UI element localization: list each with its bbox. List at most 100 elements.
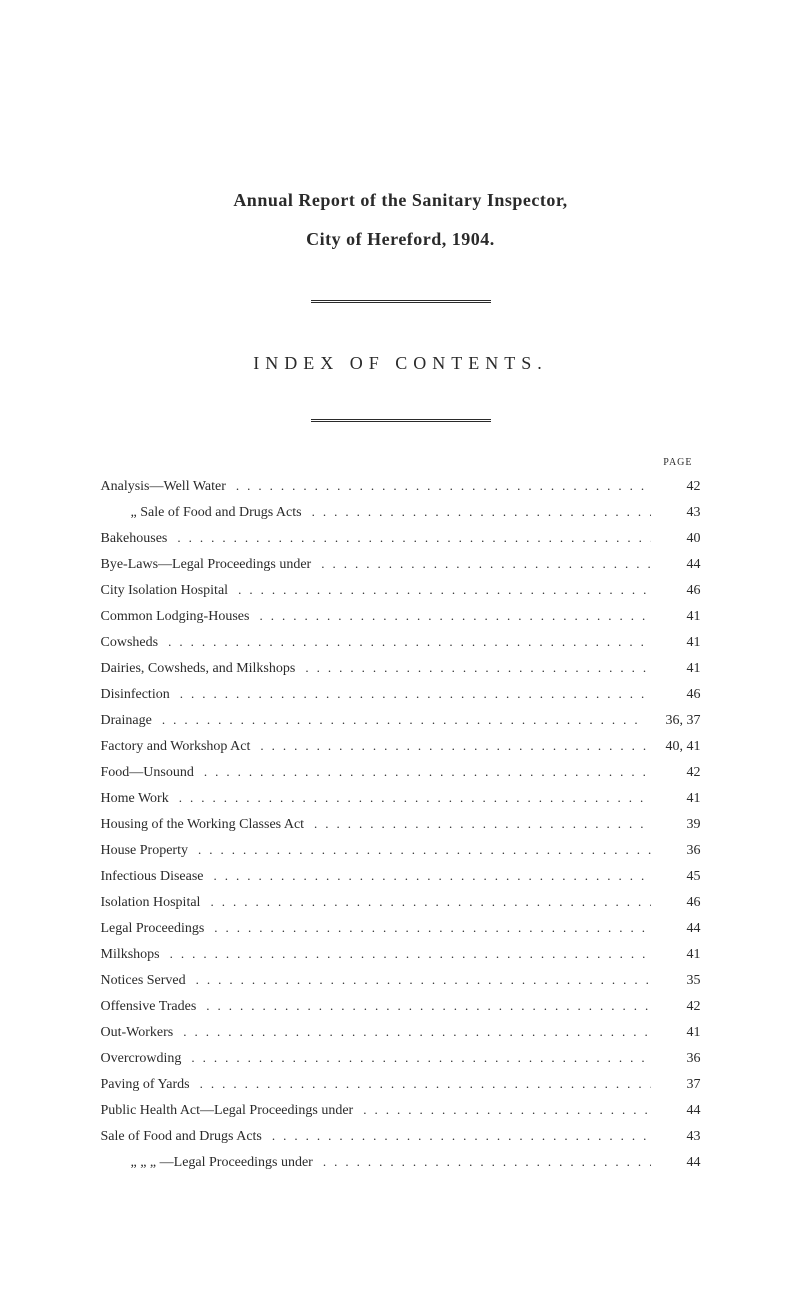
index-entry-label: Bakehouses xyxy=(101,528,168,549)
index-entry: Infectious Disease......................… xyxy=(101,866,701,887)
index-entry-label: Bye-Laws—Legal Proceedings under xyxy=(101,554,312,575)
index-entry-label: Legal Proceedings xyxy=(101,918,205,939)
index-entry-page: 36 xyxy=(651,840,701,861)
index-entry-label: City Isolation Hospital xyxy=(101,580,229,601)
index-entry-label: Paving of Yards xyxy=(101,1074,190,1095)
index-leader-dots: ........................................… xyxy=(170,684,651,704)
index-entry-page: 36, 37 xyxy=(651,710,701,731)
index-entry: Home Work...............................… xyxy=(101,788,701,809)
index-entry-page: 36 xyxy=(651,1048,701,1069)
index-leader-dots: ........................................… xyxy=(204,866,651,886)
index-leader-dots: ........................................… xyxy=(304,814,650,834)
index-entry-page: 43 xyxy=(651,1126,701,1147)
index-entry: City Isolation Hospital.................… xyxy=(101,580,701,601)
index-entry: Food—Unsound............................… xyxy=(101,762,701,783)
index-leader-dots: ........................................… xyxy=(313,1152,651,1172)
index-entry-page: 44 xyxy=(651,554,701,575)
index-separator xyxy=(311,419,491,422)
index-entry-page: 42 xyxy=(651,762,701,783)
index-entry: Public Health Act—Legal Proceedings unde… xyxy=(101,1100,701,1121)
index-leader-dots: ........................................… xyxy=(194,762,651,782)
index-leader-dots: ........................................… xyxy=(226,476,651,496)
index-entry-page: 42 xyxy=(651,996,701,1017)
index-entry: Factory and Workshop Act................… xyxy=(101,736,701,757)
index-entry: „ „ „ —Legal Proceedings under..........… xyxy=(101,1152,701,1173)
index-leader-dots: ........................................… xyxy=(196,996,650,1016)
index-entry-label: Common Lodging-Houses xyxy=(101,606,250,627)
index-leader-dots: ........................................… xyxy=(250,736,650,756)
index-entry-label: Notices Served xyxy=(101,970,186,991)
index-entry-label: Home Work xyxy=(101,788,169,809)
index-entry-label: Drainage xyxy=(101,710,152,731)
index-entry-label: Overcrowding xyxy=(101,1048,182,1069)
index-leader-dots: ........................................… xyxy=(169,788,651,808)
index-leader-dots: ........................................… xyxy=(249,606,650,626)
index-leader-dots: ........................................… xyxy=(173,1022,650,1042)
page-column-header: PAGE xyxy=(101,457,701,468)
index-entry-page: 39 xyxy=(651,814,701,835)
index-leader-dots: ........................................… xyxy=(158,632,650,652)
index-entry: Bye-Laws—Legal Proceedings under........… xyxy=(101,554,701,575)
index-entry-page: 41 xyxy=(651,1022,701,1043)
index-entry: Disinfection............................… xyxy=(101,684,701,705)
index-entry-page: 46 xyxy=(651,892,701,913)
index-entry: Offensive Trades........................… xyxy=(101,996,701,1017)
index-entry: Sale of Food and Drugs Acts.............… xyxy=(101,1126,701,1147)
index-entry-page: 42 xyxy=(651,476,701,497)
index-entry-label: Dairies, Cowsheds, and Milkshops xyxy=(101,658,296,679)
index-entry-page: 44 xyxy=(651,1100,701,1121)
index-entry-page: 35 xyxy=(651,970,701,991)
index-entry-page: 45 xyxy=(651,866,701,887)
index-entry-page: 46 xyxy=(651,580,701,601)
index-leader-dots: ........................................… xyxy=(204,918,650,938)
index-entry-label: Infectious Disease xyxy=(101,866,204,887)
index-entry: Analysis—Well Water.....................… xyxy=(101,476,701,497)
index-entry-page: 41 xyxy=(651,632,701,653)
index-leader-dots: ........................................… xyxy=(311,554,650,574)
index-entry-label: Milkshops xyxy=(101,944,160,965)
index-leader-dots: ........................................… xyxy=(302,502,651,522)
index-leader-dots: ........................................… xyxy=(228,580,650,600)
index-entry: Notices Served..........................… xyxy=(101,970,701,991)
index-entry-label: Disinfection xyxy=(101,684,170,705)
index-leader-dots: ........................................… xyxy=(262,1126,651,1146)
index-entry: „ Sale of Food and Drugs Acts...........… xyxy=(101,502,701,523)
index-leader-dots: ........................................… xyxy=(186,970,651,990)
index-leader-dots: ........................................… xyxy=(353,1100,650,1120)
index-entry-label: Out-Workers xyxy=(101,1022,174,1043)
index-leader-dots: ........................................… xyxy=(190,1074,651,1094)
index-entry-page: 44 xyxy=(651,918,701,939)
index-entry: Isolation Hospital......................… xyxy=(101,892,701,913)
index-entry-page: 46 xyxy=(651,684,701,705)
index-entry-label: Sale of Food and Drugs Acts xyxy=(101,1126,262,1147)
index-leader-dots: ........................................… xyxy=(152,710,651,730)
document-content: Annual Report of the Sanitary Inspector,… xyxy=(101,190,701,1173)
index-entry-page: 41 xyxy=(651,658,701,679)
index-entry: Paving of Yards.........................… xyxy=(101,1074,701,1095)
title-separator xyxy=(311,300,491,303)
index-heading: INDEX OF CONTENTS. xyxy=(101,353,701,374)
index-leader-dots: ........................................… xyxy=(167,528,650,548)
index-list: Analysis—Well Water.....................… xyxy=(101,476,701,1173)
index-entry: Dairies, Cowsheds, and Milkshops........… xyxy=(101,658,701,679)
index-leader-dots: ........................................… xyxy=(160,944,651,964)
index-entry: Legal Proceedings.......................… xyxy=(101,918,701,939)
index-entry-label: Offensive Trades xyxy=(101,996,197,1017)
index-entry-label: Food—Unsound xyxy=(101,762,194,783)
index-entry: Common Lodging-Houses...................… xyxy=(101,606,701,627)
index-entry-label: House Property xyxy=(101,840,189,861)
index-entry: Drainage................................… xyxy=(101,710,701,731)
index-entry-label: Analysis—Well Water xyxy=(101,476,226,497)
index-entry-page: 43 xyxy=(651,502,701,523)
index-entry-label: Housing of the Working Classes Act xyxy=(101,814,305,835)
index-entry: House Property..........................… xyxy=(101,840,701,861)
index-entry-page: 44 xyxy=(651,1152,701,1173)
index-entry: Milkshops...............................… xyxy=(101,944,701,965)
index-entry: Out-Workers.............................… xyxy=(101,1022,701,1043)
index-leader-dots: ........................................… xyxy=(181,1048,650,1068)
index-entry-page: 41 xyxy=(651,606,701,627)
index-entry-label: „ „ „ —Legal Proceedings under xyxy=(101,1152,313,1173)
index-leader-dots: ........................................… xyxy=(188,840,651,860)
index-entry-page: 40, 41 xyxy=(651,736,701,757)
index-entry: Bakehouses..............................… xyxy=(101,528,701,549)
